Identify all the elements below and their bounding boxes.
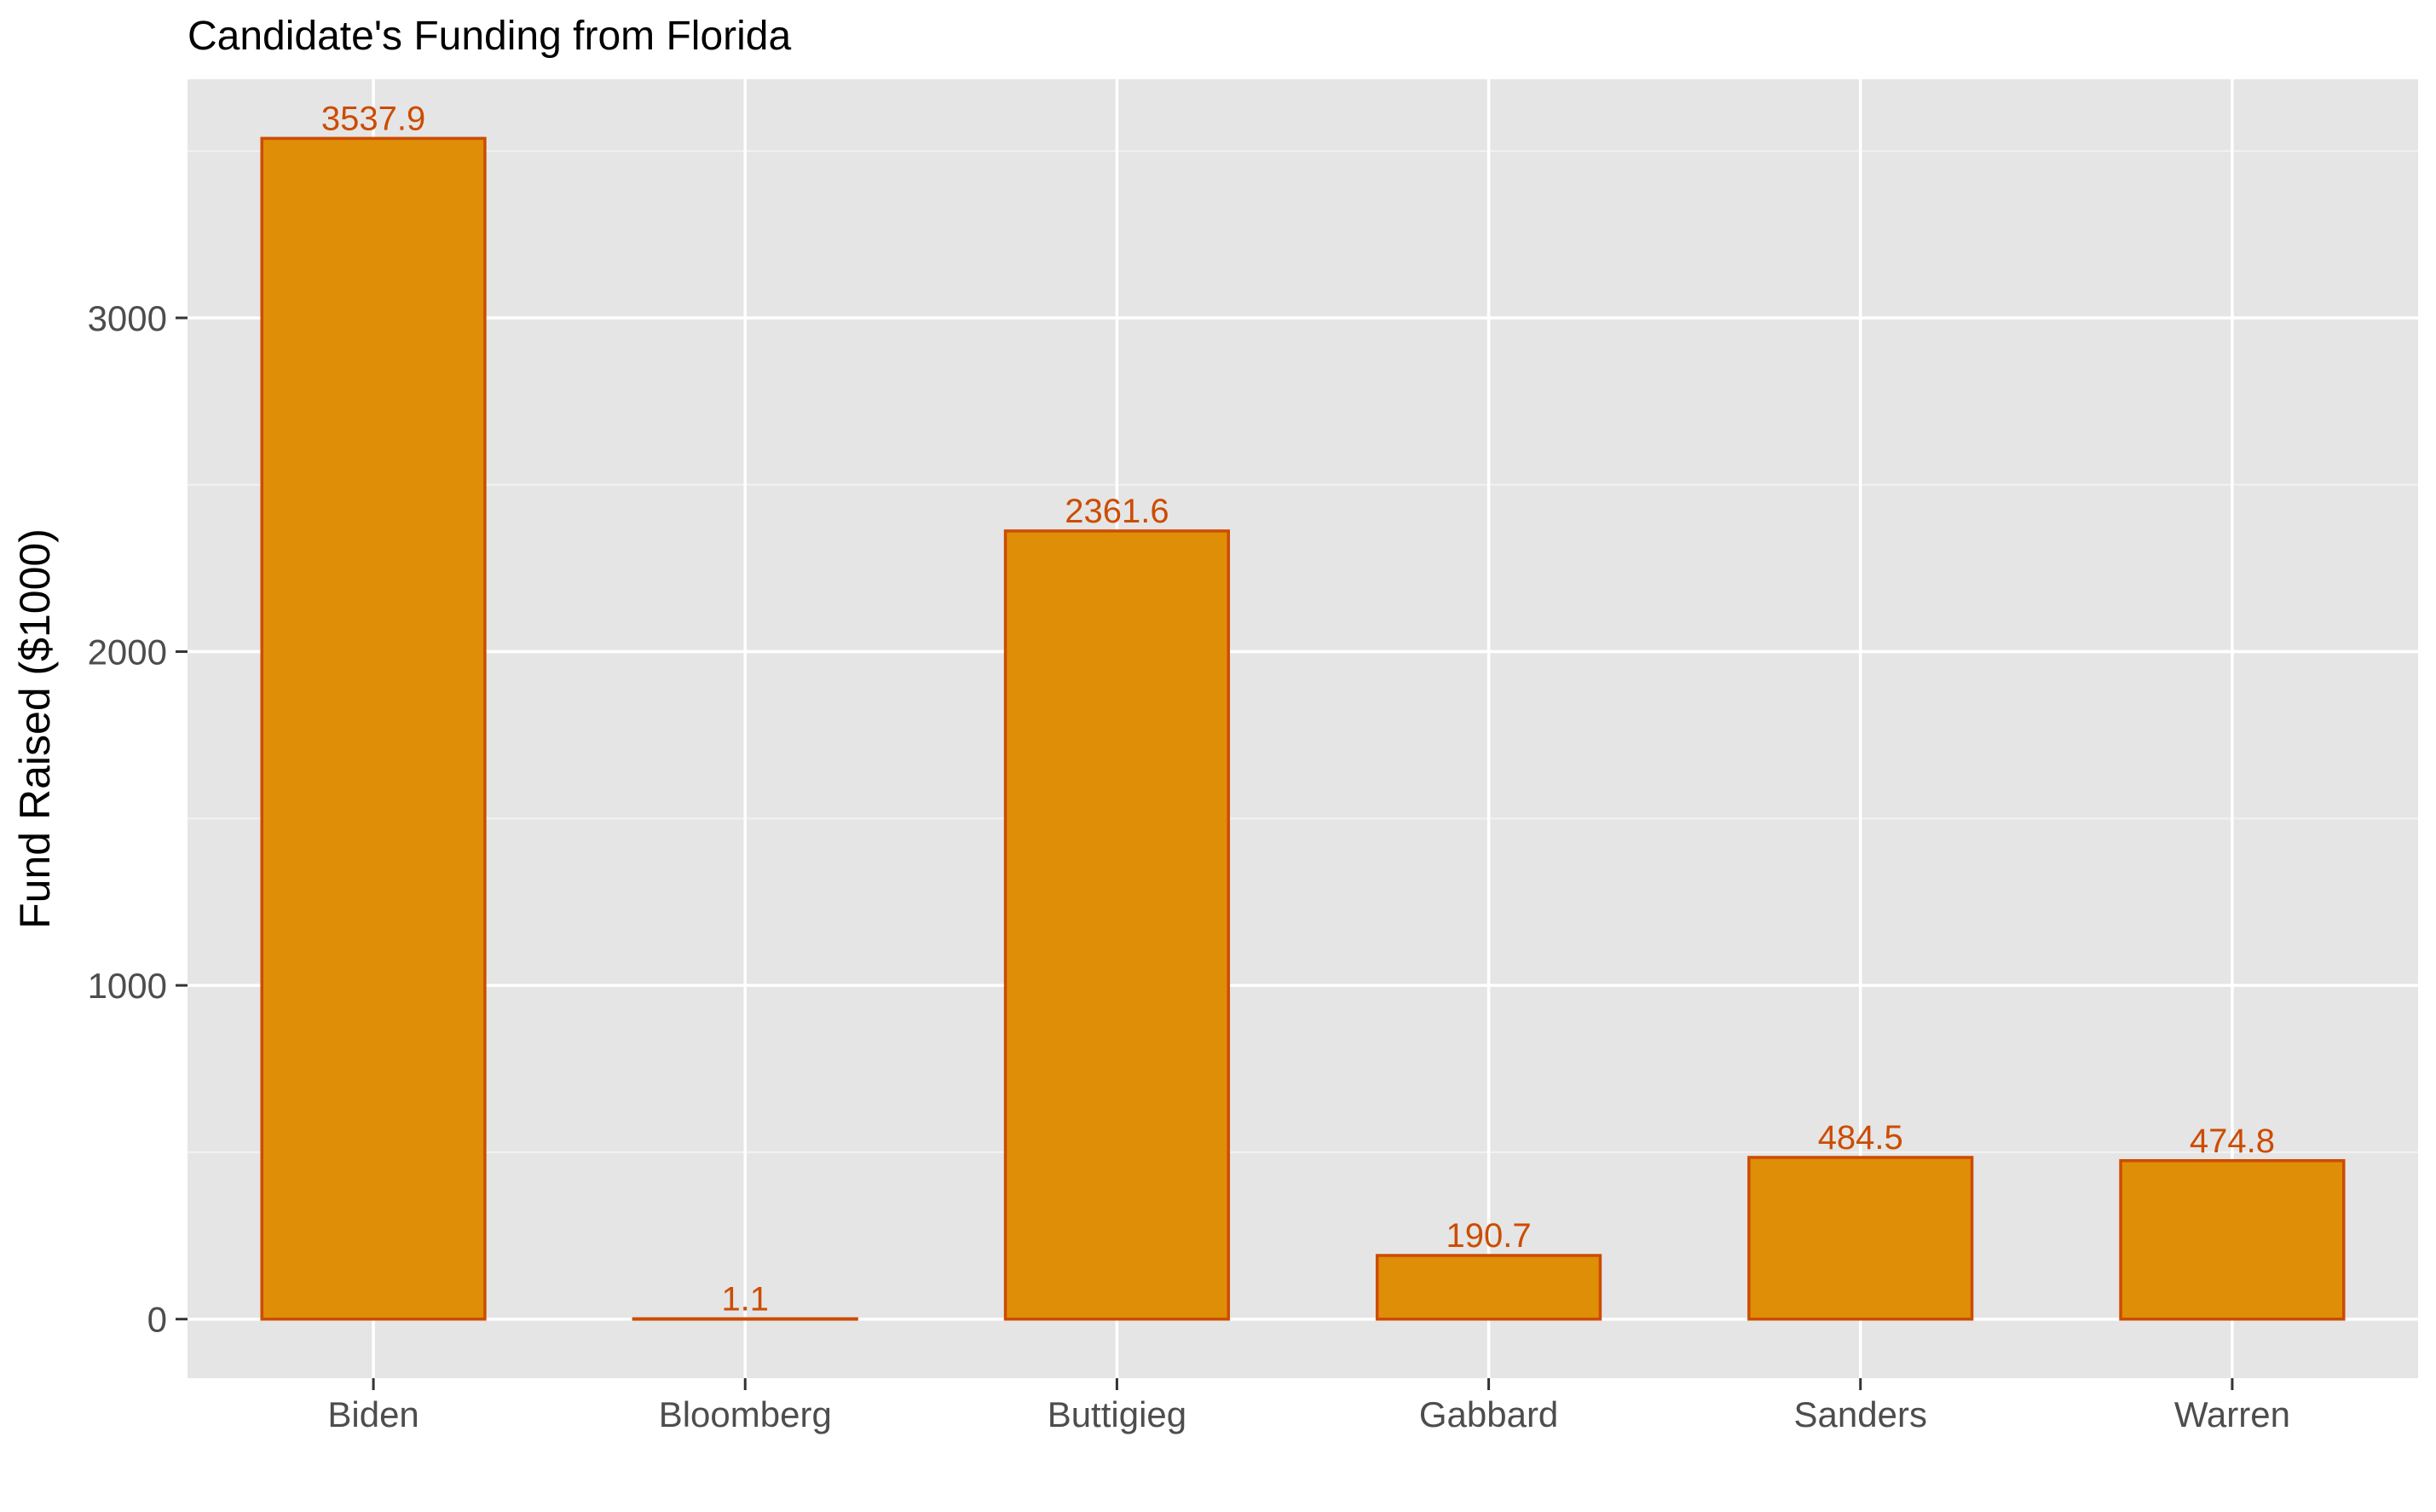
- y-tick-label: 3000: [88, 298, 167, 338]
- x-tick-label-buttigieg: Buttigieg: [1048, 1394, 1186, 1434]
- bar-buttigieg: [1003, 529, 1231, 1321]
- y-axis-title: Fund Raised ($1000): [11, 528, 59, 929]
- x-tick-label-gabbard: Gabbard: [1419, 1394, 1558, 1434]
- bar-gabbard: [1375, 1254, 1602, 1321]
- plot-panel: [188, 79, 2418, 1378]
- data-label-biden: 3537.9: [321, 100, 425, 137]
- x-tick-label-bloomberg: Bloomberg: [659, 1394, 832, 1434]
- x-axis: Biden Bloomberg Buttigieg Gabbard Sanders War…: [327, 1378, 2290, 1434]
- x-tick-label-biden: Biden: [327, 1394, 419, 1434]
- bar-biden: [260, 136, 487, 1321]
- data-label-bloomberg: 1.1: [721, 1280, 769, 1318]
- bar-sanders: [1747, 1156, 1974, 1321]
- chart-title: Candidate's Funding from Florida: [188, 14, 791, 59]
- y-tick-label: 1000: [88, 966, 167, 1006]
- y-tick-label: 0: [147, 1300, 167, 1340]
- x-tick-label-warren: Warren: [2174, 1394, 2290, 1434]
- data-label-sanders: 484.5: [1818, 1119, 1903, 1157]
- data-label-buttigieg: 2361.6: [1065, 493, 1169, 530]
- data-label-gabbard: 190.7: [1446, 1217, 1532, 1255]
- y-axis: 0 1000 2000 3000: [88, 298, 188, 1340]
- bar-warren: [2119, 1159, 2346, 1321]
- data-labels: 3537.9 1.1 2361.6 190.7 484.5 474.8: [321, 100, 2275, 1318]
- minor-gridlines: [188, 150, 2418, 1153]
- y-tick-label: 2000: [88, 632, 167, 672]
- data-label-warren: 474.8: [2190, 1122, 2275, 1160]
- bars: [260, 136, 2346, 1321]
- x-tick-label-sanders: Sanders: [1794, 1394, 1927, 1434]
